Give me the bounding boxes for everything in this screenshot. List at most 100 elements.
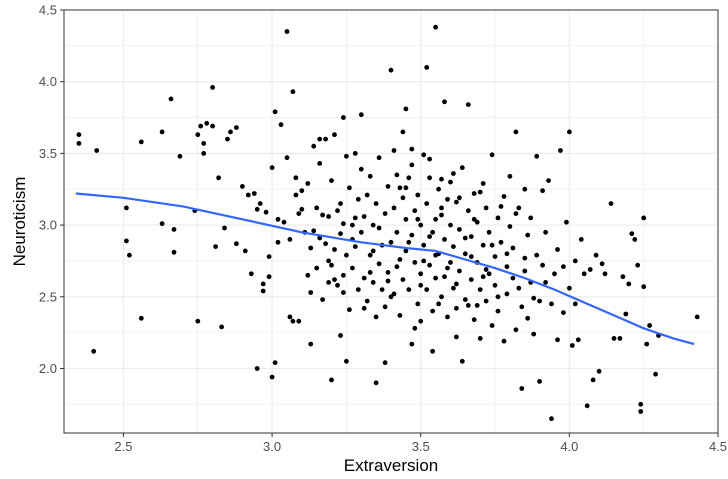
- data-point: [234, 241, 239, 247]
- data-point: [498, 204, 504, 209]
- data-point: [445, 314, 450, 320]
- data-point: [439, 205, 444, 211]
- data-point: [397, 257, 403, 262]
- data-point: [489, 323, 495, 328]
- data-point: [177, 153, 183, 159]
- y-tick-label: 4.5: [39, 3, 57, 18]
- data-point: [338, 231, 343, 237]
- data-point: [126, 252, 132, 258]
- data-point: [418, 318, 424, 324]
- data-point: [195, 318, 201, 324]
- data-point: [468, 234, 474, 240]
- data-point: [483, 205, 489, 211]
- data-point: [124, 238, 129, 244]
- data-point: [459, 165, 465, 171]
- data-point: [436, 186, 441, 192]
- data-point: [555, 337, 560, 343]
- data-point: [406, 287, 412, 292]
- data-point: [495, 294, 501, 300]
- data-point: [638, 409, 644, 414]
- data-point: [409, 162, 415, 168]
- data-point: [454, 305, 459, 311]
- data-point: [543, 280, 548, 285]
- data-point: [495, 308, 501, 314]
- data-point: [385, 184, 391, 189]
- data-point: [418, 282, 424, 288]
- y-tick-label: 3.0: [39, 218, 57, 233]
- data-point: [409, 146, 415, 152]
- data-point: [91, 348, 97, 354]
- data-point: [412, 325, 418, 331]
- data-point: [474, 303, 480, 308]
- data-point: [367, 270, 373, 275]
- data-point: [299, 188, 305, 194]
- data-point: [382, 304, 388, 310]
- data-point: [564, 219, 569, 225]
- data-point: [222, 225, 227, 231]
- data-point: [433, 275, 438, 281]
- data-point: [332, 277, 337, 282]
- data-point: [454, 199, 459, 205]
- data-point: [370, 222, 376, 228]
- data-point: [465, 208, 471, 214]
- data-point: [370, 248, 376, 254]
- data-point: [94, 148, 100, 153]
- data-point: [590, 377, 596, 383]
- data-point: [171, 227, 177, 232]
- data-point: [124, 205, 129, 211]
- data-point: [287, 237, 293, 242]
- data-point: [531, 331, 537, 337]
- data-point: [567, 285, 572, 291]
- data-point: [569, 343, 575, 348]
- data-point: [323, 241, 328, 247]
- data-point: [338, 333, 343, 338]
- data-point: [382, 360, 388, 366]
- data-point: [391, 148, 397, 153]
- data-point: [76, 132, 82, 138]
- data-point: [415, 216, 421, 222]
- x-tick-label: 3.0: [263, 439, 281, 454]
- data-point: [347, 185, 352, 191]
- data-point: [168, 96, 174, 102]
- data-point: [477, 189, 483, 195]
- data-point: [385, 278, 391, 284]
- data-point: [489, 152, 495, 158]
- data-point: [400, 277, 406, 282]
- data-point: [513, 211, 519, 217]
- data-point: [546, 178, 551, 184]
- data-point: [442, 237, 447, 242]
- data-point: [394, 229, 400, 235]
- data-point: [498, 239, 504, 245]
- data-point: [617, 336, 623, 341]
- data-point: [376, 261, 382, 267]
- data-point: [388, 239, 394, 245]
- data-point: [626, 281, 632, 287]
- data-point: [284, 155, 290, 161]
- x-tick-label: 4.5: [709, 439, 727, 454]
- data-point: [394, 172, 400, 178]
- data-point: [335, 208, 340, 214]
- data-point: [352, 151, 358, 156]
- data-point: [525, 315, 531, 321]
- data-point: [558, 148, 563, 153]
- data-point: [439, 176, 444, 182]
- data-point: [575, 337, 581, 343]
- data-point: [266, 254, 272, 259]
- data-point: [323, 136, 328, 142]
- data-point: [364, 298, 370, 304]
- data-point: [457, 268, 462, 274]
- data-point: [507, 173, 513, 179]
- data-point: [451, 285, 456, 291]
- data-point: [358, 229, 364, 235]
- x-axis-ticks: 2.5 3.0 3.5 4.0 4.5: [114, 433, 727, 454]
- data-point: [210, 123, 216, 129]
- data-point: [341, 290, 346, 295]
- data-point: [329, 377, 334, 383]
- data-point: [549, 416, 554, 422]
- data-point: [519, 386, 525, 391]
- data-point: [296, 318, 302, 324]
- data-point: [501, 194, 507, 199]
- data-point: [317, 136, 323, 142]
- data-point: [242, 248, 248, 254]
- data-point: [272, 109, 278, 115]
